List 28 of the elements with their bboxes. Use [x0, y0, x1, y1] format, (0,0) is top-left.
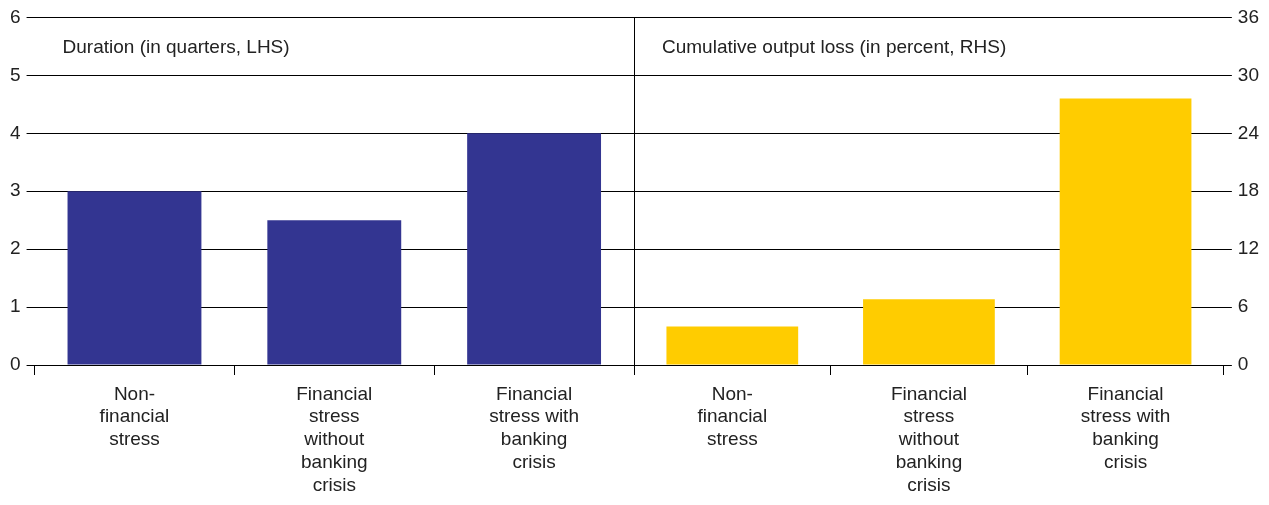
bar [863, 299, 995, 365]
y-tick-label: 3 [9, 179, 21, 201]
x-tick-label: Non-financial stress [697, 382, 768, 450]
y2-tick-label: 24 [1237, 121, 1260, 143]
x-tick-label: Financial stress without banking crisis [296, 382, 373, 495]
x-tick-label: Financial stress with banking crisis [489, 382, 579, 473]
y2-tick-label: 12 [1237, 237, 1260, 259]
bar [666, 326, 799, 365]
y-tick-label: 1 [9, 295, 21, 317]
bar [467, 133, 602, 365]
x-tick-label: Non-financial stress [99, 382, 170, 450]
y2-tick-label: 30 [1237, 63, 1260, 85]
x-tick-label: Financial stress with banking crisis [1080, 382, 1171, 473]
y-tick-label: 4 [9, 121, 21, 143]
text: Cumulative output loss (in percent, RHS) [662, 35, 1007, 57]
y-tick-label: 5 [9, 63, 21, 85]
bar [267, 220, 402, 365]
x-tick-label: Financial stress without banking crisis [890, 382, 967, 495]
bar [1059, 98, 1192, 365]
y2-tick-label: 18 [1237, 179, 1260, 201]
y2-tick-label: 6 [1237, 295, 1249, 317]
y2-tick-label: 36 [1237, 5, 1260, 27]
text: Duration (in quarters, LHS) [62, 35, 290, 57]
y-tick-label: 6 [9, 5, 21, 27]
bar [67, 191, 202, 365]
y2-tick-label: 0 [1237, 353, 1249, 375]
y-tick-label: 2 [9, 237, 21, 259]
y-tick-label: 0 [9, 353, 21, 375]
